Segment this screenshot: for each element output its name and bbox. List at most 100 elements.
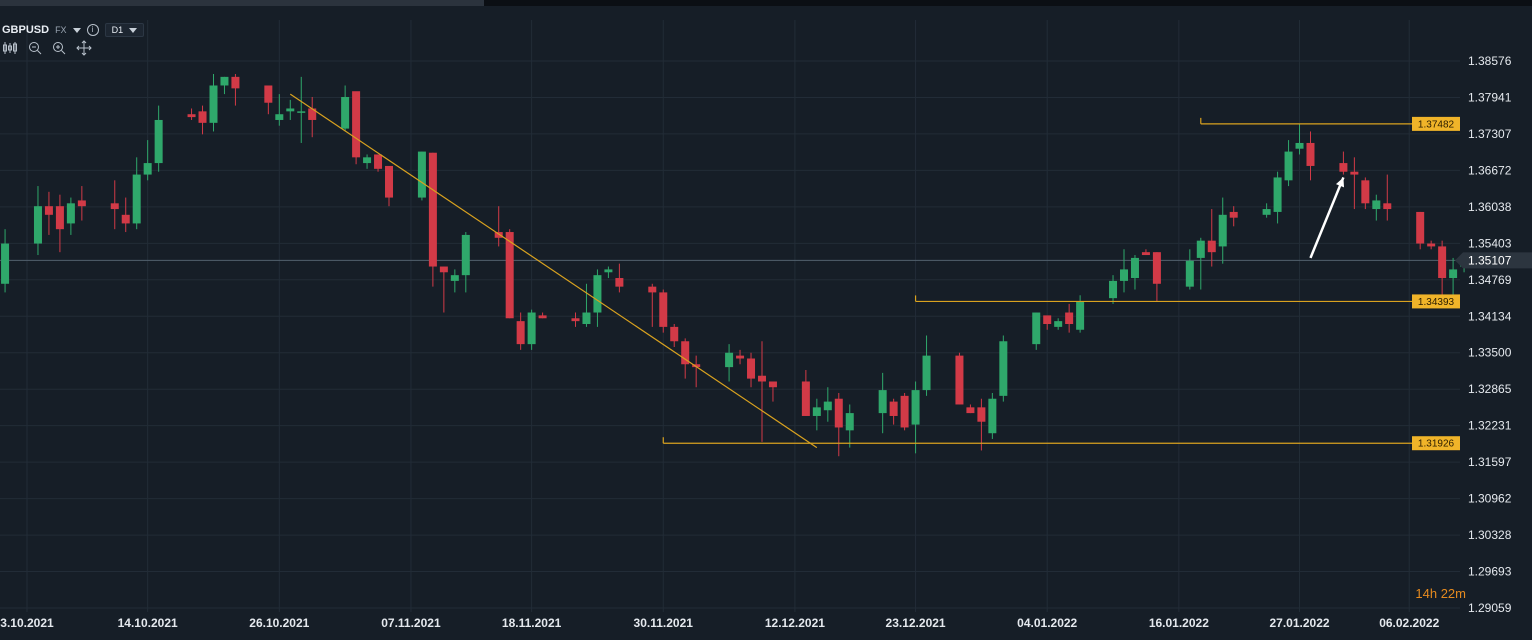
- candle: [1416, 211, 1425, 250]
- candle: [1361, 177, 1370, 210]
- candle-body: [988, 398, 997, 434]
- candle-body: [450, 275, 459, 281]
- timeframe-select[interactable]: D1: [104, 23, 145, 37]
- candle-body: [286, 108, 295, 112]
- y-tick-label: 1.32231: [1468, 419, 1512, 433]
- info-icon[interactable]: i: [86, 24, 99, 36]
- candle-body: [966, 407, 975, 414]
- candle-body: [516, 321, 525, 345]
- y-tick-label: 1.34769: [1468, 273, 1512, 287]
- level-label-box: [1412, 436, 1460, 451]
- candle-body: [736, 355, 745, 359]
- y-tick-label: 1.30962: [1468, 492, 1512, 506]
- candle: [209, 73, 218, 132]
- candle: [1229, 206, 1238, 227]
- candle-body: [132, 174, 141, 224]
- candle: [1339, 151, 1348, 175]
- x-tick-label: 23.12.2021: [886, 616, 946, 630]
- candle: [66, 197, 75, 235]
- candle: [1109, 275, 1118, 304]
- candle-body: [1120, 269, 1128, 281]
- candle-body: [834, 398, 843, 428]
- level-label: 1.37482: [1418, 119, 1455, 130]
- symbol-label[interactable]: GBPUSD: [2, 24, 50, 36]
- candle: [439, 266, 448, 313]
- zoom-out-icon[interactable]: [28, 41, 42, 55]
- candle: [1372, 194, 1381, 221]
- move-icon[interactable]: [76, 40, 92, 56]
- candle-body: [308, 108, 317, 120]
- candle: [1350, 157, 1359, 210]
- candle: [505, 229, 514, 319]
- candle: [297, 76, 306, 143]
- candle-body: [1449, 269, 1458, 279]
- candle: [571, 312, 580, 327]
- candle: [1, 229, 10, 293]
- candle-body: [33, 206, 42, 244]
- candle: [823, 387, 832, 422]
- candle: [1032, 312, 1041, 350]
- candle-body: [154, 119, 163, 164]
- candle: [77, 186, 86, 221]
- candle-body: [275, 114, 284, 120]
- timeframe-label: D1: [111, 25, 124, 35]
- candle: [538, 312, 547, 319]
- candle: [593, 269, 602, 327]
- candle-body: [538, 315, 547, 319]
- candle: [1273, 171, 1282, 224]
- candles-icon[interactable]: [2, 41, 18, 55]
- timer-hours-unit: h: [1429, 586, 1438, 601]
- chevron-down-icon: [129, 27, 138, 33]
- candle: [747, 352, 756, 388]
- y-tick-label: 1.36038: [1468, 200, 1512, 214]
- candle-body: [1306, 142, 1315, 166]
- candle: [198, 105, 207, 135]
- candle-body: [209, 85, 218, 123]
- level-label: 1.34393: [1418, 297, 1455, 308]
- candle: [417, 151, 426, 201]
- x-tick-label: 14.10.2021: [118, 616, 178, 630]
- candle: [308, 96, 317, 138]
- candle: [999, 335, 1008, 402]
- candle: [1054, 318, 1063, 330]
- x-tick-label: 3.10.2021: [0, 616, 54, 630]
- candle-body: [187, 114, 196, 118]
- candle-body: [659, 292, 668, 327]
- level-label: 1.31926: [1418, 439, 1455, 450]
- zoom-in-icon[interactable]: [52, 41, 66, 55]
- y-tick-label: 1.29693: [1468, 565, 1512, 579]
- candle: [220, 76, 229, 95]
- candle-body: [1339, 163, 1348, 172]
- candle: [44, 191, 53, 235]
- x-tick-label: 06.02.2022: [1379, 616, 1439, 630]
- y-tick-label: 1.32865: [1468, 382, 1512, 396]
- candle: [494, 206, 503, 247]
- current-price-label: 1.35107: [1468, 253, 1512, 267]
- candle: [275, 94, 284, 126]
- market-label[interactable]: FX: [55, 25, 67, 35]
- candle-body: [571, 318, 580, 322]
- candle-body: [55, 206, 64, 230]
- candle-body: [1109, 280, 1118, 299]
- candle-body: [648, 286, 657, 293]
- candle: [582, 283, 591, 327]
- x-axis: 3.10.2021 14.10.2021 26.10.2021 07.11.2021 1…: [0, 616, 1439, 630]
- candle-body: [385, 165, 394, 198]
- candle-body: [692, 364, 701, 368]
- current-price-tag: [1455, 252, 1532, 269]
- candle: [911, 381, 920, 454]
- candle-body: [110, 203, 119, 210]
- candle-body: [1032, 312, 1041, 345]
- candle: [955, 352, 964, 405]
- candle: [143, 140, 152, 181]
- candle: [110, 180, 119, 230]
- candle: [385, 165, 394, 207]
- candle-body: [220, 76, 229, 86]
- chevron-down-icon[interactable]: [72, 27, 81, 33]
- candle: [187, 108, 196, 120]
- y-tick-label: 1.37941: [1468, 90, 1512, 104]
- candle-body: [911, 390, 920, 425]
- x-tick-label: 18.11.2021: [502, 616, 562, 630]
- candle: [659, 289, 668, 333]
